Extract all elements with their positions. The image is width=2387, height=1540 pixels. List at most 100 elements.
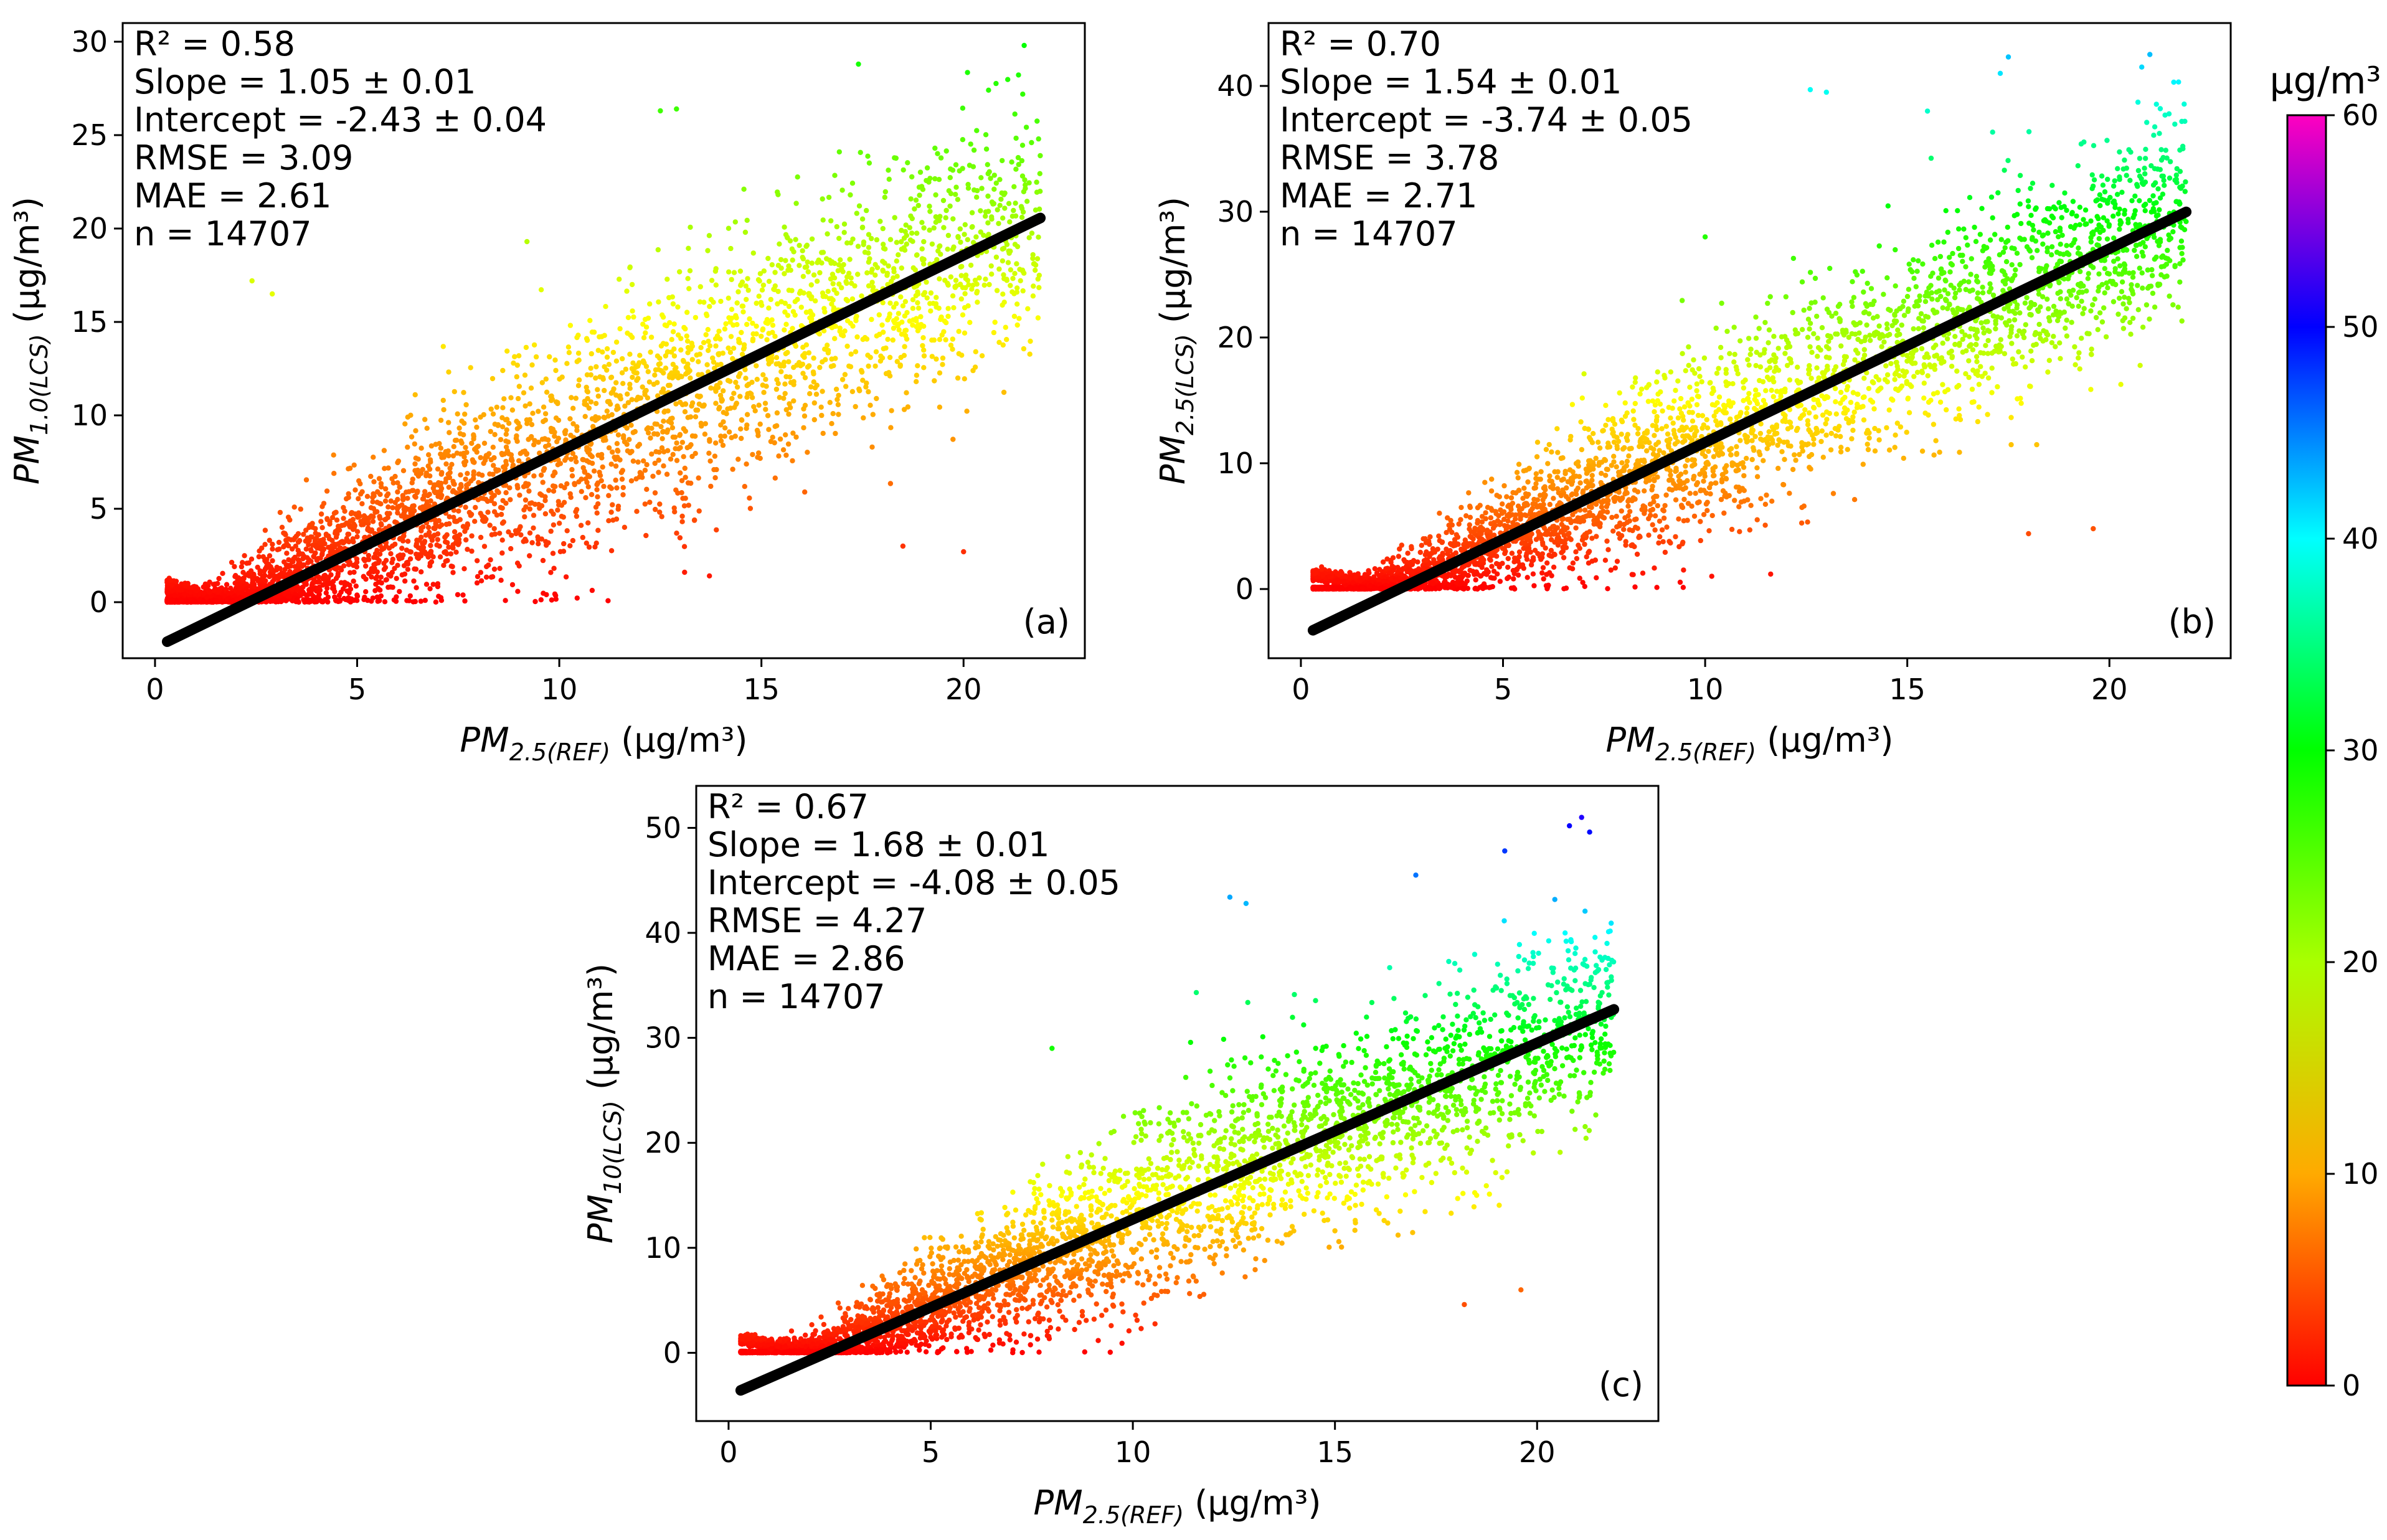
data-point <box>333 597 339 603</box>
data-point <box>935 151 940 156</box>
data-point <box>499 550 505 556</box>
data-point <box>856 203 863 209</box>
data-point <box>664 276 670 282</box>
data-point <box>310 587 316 592</box>
data-point <box>648 334 655 340</box>
data-point <box>397 484 402 490</box>
data-point <box>478 414 483 420</box>
data-point <box>2017 235 2023 241</box>
data-point <box>474 580 480 586</box>
data-point <box>1028 338 1033 344</box>
data-point <box>948 166 953 172</box>
data-point <box>354 564 360 570</box>
data-point <box>989 216 995 222</box>
data-point <box>777 241 782 247</box>
data-point <box>2114 192 2120 197</box>
data-point <box>1465 585 1471 592</box>
data-point <box>456 425 462 431</box>
data-point <box>622 524 628 530</box>
data-point <box>427 479 433 486</box>
data-point <box>745 276 750 281</box>
data-point <box>908 196 914 202</box>
data-point <box>798 305 805 310</box>
data-point <box>897 362 904 368</box>
data-point <box>647 499 653 505</box>
data-point <box>1664 524 1670 530</box>
data-point <box>263 578 268 583</box>
data-point <box>680 496 686 501</box>
data-point <box>812 385 818 390</box>
data-point <box>869 316 874 323</box>
data-point <box>604 346 610 352</box>
data-point <box>1004 278 1010 283</box>
data-point <box>741 186 747 192</box>
data-point <box>1619 508 1624 514</box>
data-point <box>636 442 643 447</box>
data-point <box>377 587 383 593</box>
data-point <box>447 521 452 527</box>
data-point <box>333 529 338 534</box>
data-point <box>262 573 267 579</box>
data-point <box>503 458 509 465</box>
data-point <box>644 427 650 432</box>
data-point <box>1000 158 1005 164</box>
data-point <box>730 346 737 351</box>
data-point <box>789 246 795 252</box>
data-point <box>697 299 703 305</box>
data-point <box>1919 346 1925 352</box>
stat-line: R² = 0.58 <box>134 24 295 64</box>
data-point <box>574 459 579 465</box>
data-point <box>1582 541 1587 547</box>
data-point <box>710 355 716 361</box>
data-point <box>912 206 917 212</box>
data-point <box>839 187 845 193</box>
data-point <box>503 417 509 423</box>
data-point <box>765 321 770 326</box>
data-point <box>756 293 762 299</box>
data-point <box>836 412 841 417</box>
data-point <box>1014 261 1019 267</box>
data-point <box>478 578 484 583</box>
data-point <box>1001 192 1007 197</box>
data-point <box>608 548 615 554</box>
data-point <box>371 569 376 575</box>
data-point <box>445 558 450 564</box>
data-point <box>567 416 573 422</box>
data-point <box>351 462 357 468</box>
data-point <box>1757 364 1764 370</box>
data-point <box>642 392 648 397</box>
data-point <box>940 362 945 367</box>
data-point <box>393 598 399 604</box>
data-point <box>866 160 872 166</box>
data-point <box>341 563 347 569</box>
data-point <box>652 421 658 427</box>
data-point <box>1990 215 1995 220</box>
data-point <box>726 225 732 231</box>
data-point <box>729 435 734 440</box>
data-point <box>241 575 247 582</box>
data-point <box>1819 428 1825 434</box>
data-point <box>453 437 460 443</box>
data-point <box>900 167 906 173</box>
data-point <box>657 356 663 361</box>
data-point <box>568 432 574 438</box>
data-point <box>834 224 840 230</box>
data-point <box>606 493 612 498</box>
data-point <box>901 235 907 241</box>
data-point <box>853 349 859 354</box>
data-point <box>376 527 382 532</box>
data-point <box>546 540 551 546</box>
data-point <box>960 105 966 111</box>
data-point <box>674 531 679 536</box>
data-point <box>979 186 985 191</box>
data-point <box>508 395 514 400</box>
data-point <box>708 483 714 489</box>
data-point <box>1824 417 1830 422</box>
data-point <box>1511 576 1516 582</box>
data-point <box>744 383 750 389</box>
data-point <box>498 577 504 583</box>
data-point <box>613 456 618 462</box>
data-point <box>786 263 792 269</box>
data-point <box>915 322 922 328</box>
data-point <box>584 479 590 485</box>
